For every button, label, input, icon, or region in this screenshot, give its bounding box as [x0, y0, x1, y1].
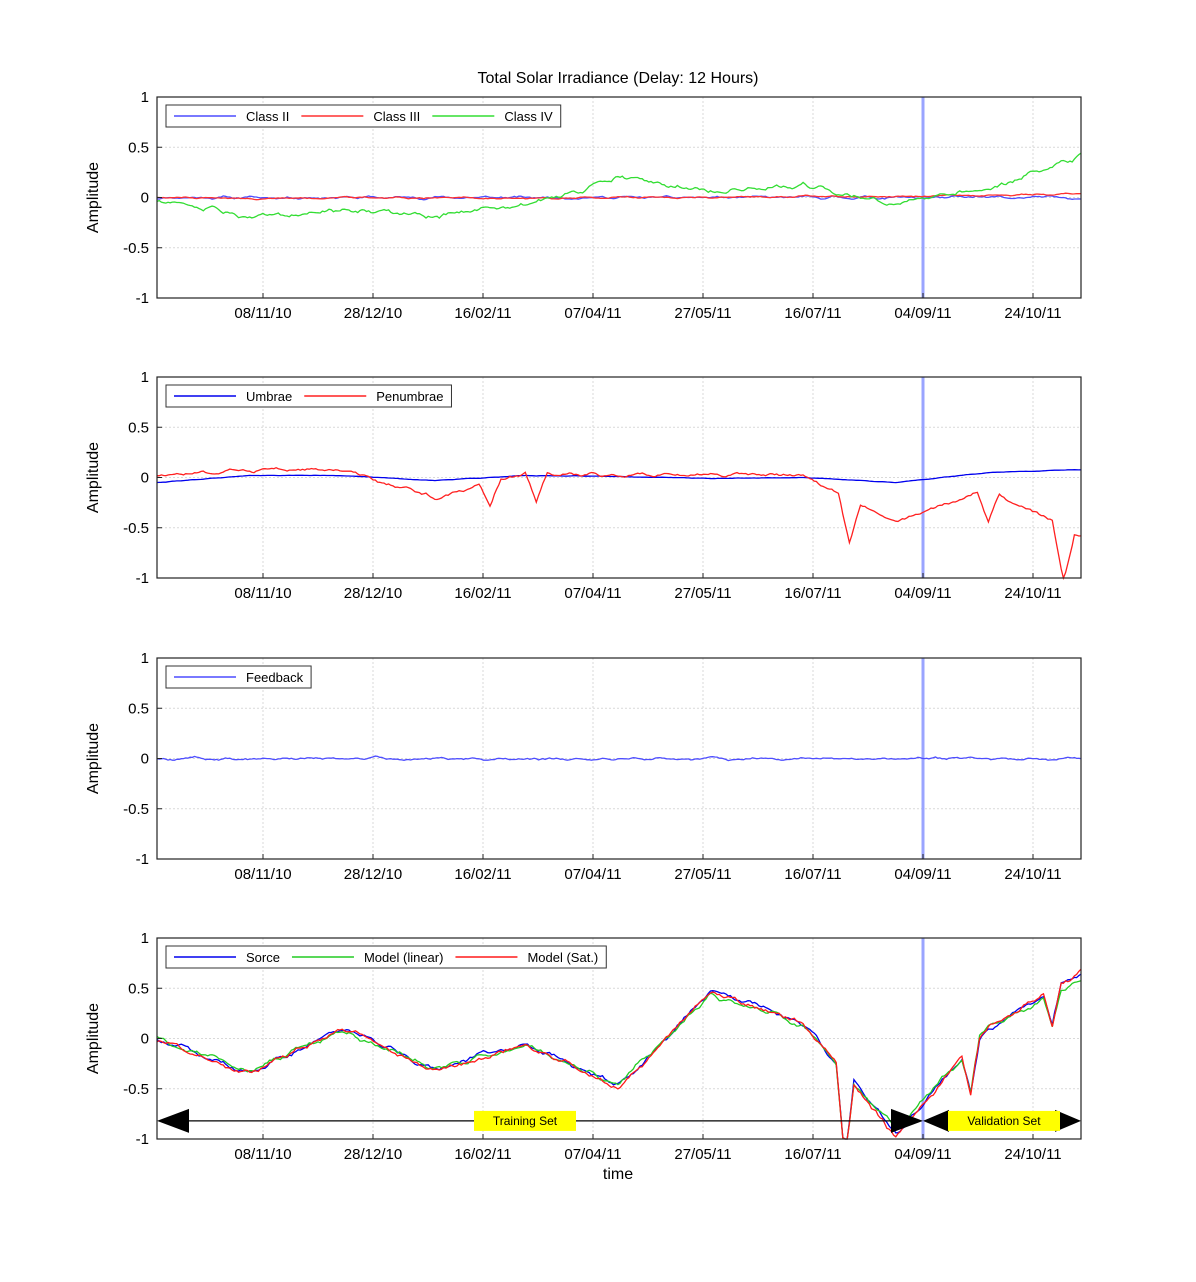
x-tick-label: 16/07/11: [784, 305, 841, 322]
y-tick-label: 1: [141, 650, 149, 667]
validation-left-arrow: [923, 1109, 949, 1132]
legend-label: Class III: [373, 109, 420, 124]
y-tick-label: 0.5: [128, 419, 149, 436]
y-tick-label: -1: [136, 1131, 149, 1148]
x-tick-label: 04/09/11: [894, 585, 951, 602]
x-tick-label: 28/12/10: [344, 305, 402, 322]
y-axis-label: Amplitude: [85, 723, 102, 794]
legend-label: Sorce: [246, 950, 280, 965]
x-tick-label: 07/04/11: [564, 866, 621, 883]
legend-label: Class II: [246, 109, 289, 124]
legend-label: Penumbrae: [376, 389, 443, 404]
x-tick-label: 16/07/11: [784, 1146, 841, 1163]
x-tick-label: 16/07/11: [784, 866, 841, 883]
x-tick-label: 28/12/10: [344, 866, 402, 883]
x-tick-label: 24/10/11: [1004, 1146, 1061, 1163]
series-line-class-iv: [156, 152, 1082, 219]
x-tick-label: 16/02/11: [454, 585, 511, 602]
y-tick-label: 1: [141, 369, 149, 386]
y-tick-label: -0.5: [123, 1081, 149, 1098]
x-tick-label: 24/10/11: [1004, 305, 1061, 322]
x-tick-label: 27/05/11: [674, 1146, 731, 1163]
series-line-model-sat: [156, 968, 1082, 1140]
legend-box: [165, 945, 607, 969]
legend: Class II Class III Class IV: [165, 104, 562, 128]
x-tick-label: 16/07/11: [784, 585, 841, 602]
panel-feedback: 1 0.5 0 -0.5 -1 08/11/10 28/12/10 16/02/11 07/04…: [85, 650, 1082, 883]
y-tick-label: 1: [141, 930, 149, 947]
y-tick-label: 1: [141, 89, 149, 106]
x-tick-label: 08/11/10: [234, 1146, 291, 1163]
x-tick-label: 08/11/10: [234, 866, 291, 883]
x-tick-label: 04/09/11: [894, 866, 951, 883]
legend: Sorce Model (linear) Model (Sat.): [165, 945, 607, 969]
figure-title: Total Solar Irradiance (Delay: 12 Hours): [477, 70, 758, 87]
y-tick-label: -0.5: [123, 801, 149, 818]
validation-right-arrow: [1055, 1109, 1081, 1132]
y-tick-label: -0.5: [123, 520, 149, 537]
panel-class-irradiance: 1 0.5 0 -0.5 -1 08/11/10 28/12/10 16/02/11 07/04…: [85, 89, 1082, 322]
x-tick-label: 27/05/11: [674, 866, 731, 883]
legend-box: [165, 104, 562, 128]
series-line-penumbrae: [156, 466, 1082, 581]
y-tick-label: 0.5: [128, 980, 149, 997]
training-right-arrow: [891, 1108, 923, 1133]
y-tick-label: -1: [136, 851, 149, 868]
x-tick-label: 07/04/11: [564, 585, 621, 602]
y-tick-label: 0.5: [128, 700, 149, 717]
y-axis-label: Amplitude: [85, 442, 102, 513]
x-tick-label: 04/09/11: [894, 1146, 951, 1163]
x-tick-label: 16/02/11: [454, 305, 511, 322]
y-tick-label: 0: [141, 470, 149, 487]
legend-box: [165, 665, 312, 689]
x-tick-label: 24/10/11: [1004, 866, 1061, 883]
panel-umbrae-penumbrae: 1 0.5 0 -0.5 -1 08/11/10 28/12/10 16/02/11 07/04…: [85, 369, 1082, 602]
y-tick-label: 0.5: [128, 139, 149, 156]
y-tick-label: -1: [136, 290, 149, 307]
y-tick-label: -1: [136, 570, 149, 587]
x-tick-label: 16/02/11: [454, 1146, 511, 1163]
series-line-feedback: [156, 755, 1082, 762]
legend: Umbrae Penumbrae: [165, 384, 452, 408]
x-axis-label: time: [603, 1166, 633, 1183]
series-line-class-iii: [156, 192, 1082, 201]
x-tick-label: 27/05/11: [674, 585, 731, 602]
y-axis-label: Amplitude: [85, 162, 102, 233]
validation-set-label: Validation Set: [967, 1114, 1041, 1128]
dataset-annotation: Training Set Validation Set: [157, 1108, 1081, 1133]
x-tick-label: 04/09/11: [894, 305, 951, 322]
legend-label: Model (Sat.): [527, 950, 598, 965]
x-tick-label: 28/12/10: [344, 1146, 402, 1163]
validation-label-box: [948, 1110, 1060, 1131]
x-tick-label: 28/12/10: [344, 585, 402, 602]
legend-label: Umbrae: [246, 389, 292, 404]
training-set-label: Training Set: [493, 1114, 558, 1128]
x-tick-label: 16/02/11: [454, 866, 511, 883]
y-tick-label: -0.5: [123, 240, 149, 257]
x-tick-label: 08/11/10: [234, 305, 291, 322]
x-tick-label: 08/11/10: [234, 585, 291, 602]
y-tick-label: 0: [141, 190, 149, 207]
x-tick-label: 24/10/11: [1004, 585, 1061, 602]
legend: Feedback: [165, 665, 312, 689]
legend-label: Feedback: [246, 670, 304, 685]
y-tick-label: 0: [141, 751, 149, 768]
x-tick-label: 07/04/11: [564, 305, 621, 322]
x-tick-label: 07/04/11: [564, 1146, 621, 1163]
y-tick-label: 0: [141, 1031, 149, 1048]
training-left-arrow: [157, 1108, 189, 1133]
panel-model-comparison: 1 0.5 0 -0.5 -1 08/11/10 28/12/10 16/02/11 07/04…: [85, 930, 1082, 1183]
legend-label: Class IV: [504, 109, 553, 124]
legend-label: Model (linear): [364, 950, 443, 965]
training-label-box: [474, 1110, 576, 1131]
x-tick-label: 27/05/11: [674, 305, 731, 322]
series-line-model-linear: [156, 980, 1082, 1140]
y-axis-label: Amplitude: [85, 1003, 102, 1074]
